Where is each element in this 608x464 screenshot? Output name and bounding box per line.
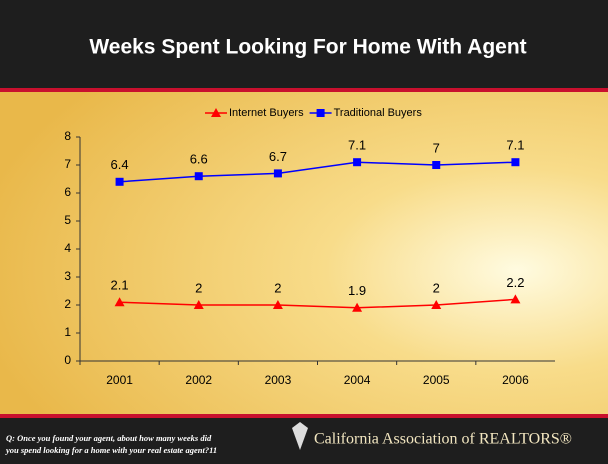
series-line — [119, 161, 516, 183]
header-rule — [0, 88, 608, 92]
point — [193, 300, 204, 309]
legend-label: Traditional Buyers — [334, 107, 423, 119]
data-label: 2 — [195, 280, 202, 295]
data-label: 2.2 — [506, 275, 524, 290]
chart-title: Weeks Spent Looking For Home With Agent — [89, 36, 526, 59]
y-tick-label: 3 — [64, 269, 71, 283]
logo — [292, 422, 308, 450]
point — [114, 297, 125, 307]
legend-label: Internet Buyers — [229, 107, 304, 119]
data-label: 6.6 — [190, 152, 208, 167]
footer-rule — [0, 414, 608, 418]
point — [272, 300, 283, 309]
y-tick-label: 7 — [64, 157, 71, 171]
y-tick-label: 5 — [64, 213, 71, 227]
y-tick-label: 8 — [64, 129, 71, 143]
point — [352, 302, 363, 312]
point — [432, 161, 441, 169]
point — [511, 158, 520, 167]
x-tick-label: 2001 — [106, 373, 133, 387]
footer-brand: California Association of REALTORS® — [314, 431, 572, 448]
legend-marker — [316, 109, 325, 117]
x-tick-label: 2003 — [265, 373, 292, 387]
data-label: 2 — [274, 280, 281, 295]
header-band — [0, 0, 608, 88]
point — [273, 169, 282, 178]
footer-question: you spend looking for a home with your r… — [5, 445, 217, 455]
data-label: 1.9 — [348, 283, 366, 298]
x-tick-label: 2005 — [423, 373, 450, 387]
y-tick-label: 4 — [64, 241, 71, 255]
background — [0, 92, 608, 416]
point — [510, 294, 521, 304]
point — [194, 172, 203, 181]
legend-marker — [211, 108, 221, 117]
data-label: 6.4 — [111, 157, 129, 172]
y-tick-label: 1 — [64, 325, 71, 339]
data-label: 7 — [433, 140, 440, 155]
footer-question: Q: Once you found your agent, about how … — [6, 433, 212, 443]
y-tick-label: 0 — [64, 353, 71, 367]
data-label: 7.1 — [506, 138, 524, 153]
data-label: 2 — [433, 280, 440, 295]
point — [353, 158, 362, 167]
y-tick-label: 6 — [64, 185, 71, 199]
data-label: 2.1 — [111, 278, 129, 293]
x-tick-label: 2004 — [344, 373, 371, 387]
x-tick-label: 2002 — [185, 373, 212, 387]
x-tick-label: 2006 — [502, 373, 529, 387]
y-tick-label: 2 — [64, 297, 71, 311]
series-line — [119, 298, 516, 309]
data-label: 6.7 — [269, 149, 287, 164]
data-label: 7.1 — [348, 138, 366, 153]
point — [431, 300, 442, 309]
point — [115, 177, 124, 186]
